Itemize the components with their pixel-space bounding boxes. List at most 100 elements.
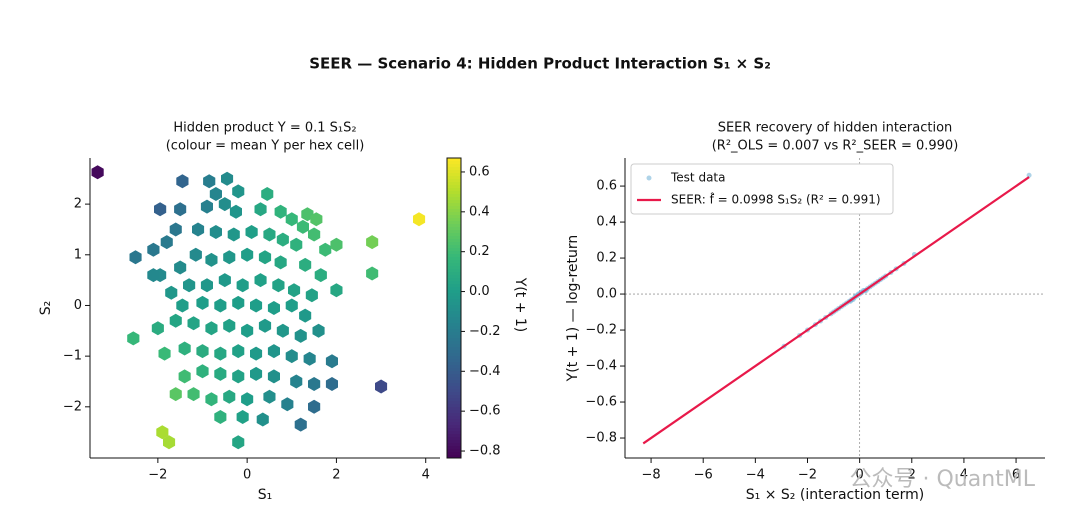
hex-cell (276, 323, 289, 338)
colorbar-step (447, 416, 461, 420)
hex-cell (290, 374, 303, 389)
y-tick-label: 0.0 (596, 287, 617, 302)
hex-cell (274, 255, 287, 270)
colorbar-step (447, 392, 461, 396)
hex-cell (169, 313, 182, 328)
colorbar-step (447, 359, 461, 363)
hex-cell (169, 387, 182, 402)
colorbar-step (447, 440, 461, 444)
hex-cell (229, 204, 242, 219)
x-tick-label: −8 (641, 468, 660, 483)
y-tick-label: 1 (74, 247, 82, 262)
hex-cell (192, 222, 205, 237)
hex-cell (299, 257, 312, 272)
subplot-title: SEER recovery of hidden interaction (718, 121, 953, 136)
colorbar-tick-label: −0.6 (469, 404, 501, 419)
colorbar-step (447, 437, 461, 441)
hex-cell (232, 435, 245, 450)
colorbar-step (447, 242, 461, 246)
colorbar-step (447, 167, 461, 171)
colorbar-tick-label: −0.4 (469, 364, 501, 379)
colorbar-step (447, 215, 461, 219)
y-tick-label: 0.2 (596, 251, 617, 266)
colorbar-step (447, 356, 461, 360)
subplot-title: Hidden product Y = 0.1 S₁S₂ (173, 121, 356, 136)
hex-cell (187, 316, 200, 331)
colorbar-tick-label: 0.0 (469, 284, 490, 299)
hex-cell (296, 219, 309, 234)
colorbar-step (447, 371, 461, 375)
hex-cell (232, 184, 245, 199)
hex-cell (236, 278, 249, 293)
hex-cell (256, 412, 269, 427)
y-tick-label: −0.6 (585, 395, 617, 410)
hex-cell (413, 212, 426, 227)
hex-cell (129, 250, 142, 265)
hex-cell (241, 323, 254, 338)
hex-cell (147, 242, 160, 257)
y-tick-label: −2 (63, 399, 82, 414)
subplot-subtitle: (colour = mean Y per hex cell) (166, 139, 365, 154)
hex-cell (147, 268, 160, 283)
colorbar-step (447, 443, 461, 447)
colorbar-step (447, 320, 461, 324)
colorbar-step (447, 335, 461, 339)
colorbar-step (447, 188, 461, 192)
colorbar-step (447, 266, 461, 270)
colorbar-step (447, 278, 461, 282)
hex-cell (174, 260, 187, 275)
y-tick-label: −0.2 (585, 323, 617, 338)
legend-box (630, 163, 894, 215)
y-tick-label: −1 (63, 349, 82, 364)
y-tick-label: 2 (74, 197, 82, 212)
colorbar-step (447, 269, 461, 273)
hex-cell (250, 298, 263, 313)
x-tick-label: 2 (908, 468, 916, 483)
colorbar-step (447, 410, 461, 414)
colorbar-step (447, 287, 461, 291)
colorbar-step (447, 206, 461, 210)
colorbar-step (447, 404, 461, 408)
colorbar-step (447, 386, 461, 390)
colorbar-step (447, 419, 461, 423)
colorbar-step (447, 182, 461, 186)
hex-cell (285, 212, 298, 227)
colorbar-step (447, 275, 461, 279)
colorbar-step (447, 203, 461, 207)
colorbar-step (447, 176, 461, 180)
hex-cell (285, 349, 298, 364)
hex-cell (294, 417, 307, 432)
hex-cell (127, 331, 140, 346)
colorbar-step (447, 257, 461, 261)
colorbar-step (447, 296, 461, 300)
hex-cell (189, 247, 202, 262)
data-point (1026, 172, 1032, 178)
colorbar-step (447, 209, 461, 213)
hex-cell (176, 174, 189, 189)
colorbar-step (447, 221, 461, 225)
hex-cell (205, 252, 218, 267)
hex-cell (154, 202, 167, 217)
colorbar-step (447, 338, 461, 342)
colorbar-step (447, 197, 461, 201)
hex-cell (227, 227, 240, 242)
hex-cell (276, 232, 289, 247)
hex-cell (263, 227, 276, 242)
fit-line (642, 176, 1030, 445)
colorbar-step (447, 284, 461, 288)
hex-cell (285, 298, 298, 313)
hex-cell (281, 397, 294, 412)
colorbar-frame (446, 157, 462, 459)
hex-cell (241, 247, 254, 262)
colorbar-step (447, 224, 461, 228)
colorbar-step (447, 347, 461, 351)
hex-cell (245, 225, 258, 239)
legend-label: Test data (670, 171, 725, 185)
colorbar-step (447, 401, 461, 405)
colorbar-step (447, 302, 461, 306)
hex-cell (221, 171, 234, 186)
hex-cell (178, 341, 191, 356)
hex-cell (258, 250, 272, 265)
x-tick-label: −4 (746, 468, 765, 483)
